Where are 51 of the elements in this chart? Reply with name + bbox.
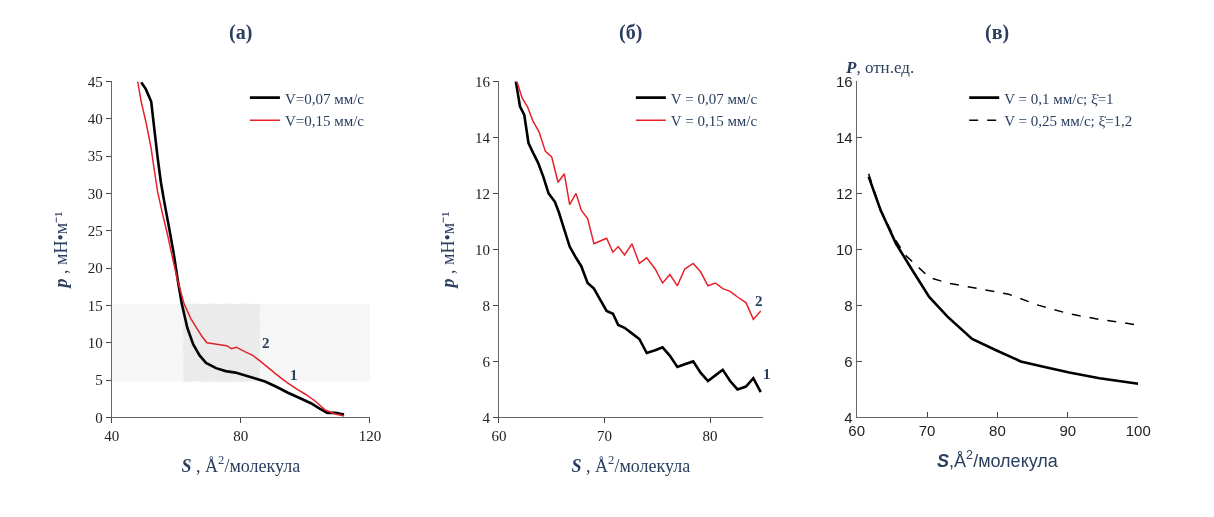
y-tick-label: 14 bbox=[474, 129, 491, 146]
y-tick-label: 10 bbox=[474, 241, 490, 258]
x-tick-label: 120 bbox=[358, 428, 382, 445]
x-tick-label: 100 bbox=[1125, 422, 1151, 440]
y-tick-label: 6 bbox=[482, 353, 491, 370]
chart-title: (в) bbox=[985, 21, 1010, 44]
line-series bbox=[516, 81, 762, 321]
legend-label: V = 0,07 мм/с bbox=[670, 90, 758, 107]
y-axis-title: p , мН•м⁻¹ bbox=[438, 211, 459, 290]
chart-title: (б) bbox=[619, 21, 643, 44]
y-tick-label: 45 bbox=[87, 73, 103, 90]
y-tick-label: 20 bbox=[87, 260, 103, 277]
y-tick-label: 35 bbox=[87, 148, 103, 165]
legend-label: V = 0,1 мм/с; ξ̇=1 bbox=[1004, 90, 1114, 107]
legend-label: V=0,15 мм/с bbox=[284, 113, 365, 129]
annotation: 1 bbox=[290, 367, 298, 383]
x-tick-label: 80 bbox=[233, 428, 249, 445]
x-tick-label: 80 bbox=[702, 428, 718, 445]
x-tick-label: 80 bbox=[989, 422, 1006, 440]
y-tick-label: 0 bbox=[95, 409, 103, 426]
y-tick-label: 16 bbox=[474, 73, 491, 90]
annotation: 1 bbox=[763, 366, 771, 382]
chart-title: (а) bbox=[229, 21, 253, 44]
y-tick-label: 40 bbox=[87, 110, 103, 127]
x-tick-label: 70 bbox=[597, 428, 612, 445]
x-axis-title: S , Å$^{2}$/молекула bbox=[181, 452, 301, 476]
annotation: 2 bbox=[755, 293, 763, 309]
y-tick-label: 10 bbox=[87, 334, 103, 351]
y-tick-label: 15 bbox=[87, 297, 103, 314]
legend-label: V = 0,15 мм/с bbox=[670, 113, 758, 129]
y-tick-label: 8 bbox=[844, 296, 853, 314]
y-tick-label: 10 bbox=[836, 240, 853, 258]
y-tick-label: 14 bbox=[836, 128, 853, 146]
x-tick-label: 90 bbox=[1059, 422, 1077, 440]
x-axis-title: S , Å$^{2}$/молекула bbox=[571, 452, 691, 476]
y-tick-label: 5 bbox=[95, 372, 103, 389]
x-tick-label: 70 bbox=[918, 422, 936, 440]
y-tick-label: 30 bbox=[87, 185, 103, 202]
annotation: 2 bbox=[262, 335, 270, 351]
y-tick-label: 8 bbox=[482, 297, 490, 314]
y-tick-label: 6 bbox=[844, 352, 853, 370]
x-axis-title: S,Å$^{2}$/молекула bbox=[937, 447, 1059, 471]
y-tick-label: 12 bbox=[836, 184, 853, 202]
legend-label: V = 0,25 мм/с; ξ̇=1,2 bbox=[1004, 113, 1133, 129]
y-tick-label: 4 bbox=[482, 409, 491, 426]
line-series bbox=[514, 81, 763, 394]
legend-label: V=0,07 мм/с bbox=[284, 90, 365, 107]
y-tick-label: 25 bbox=[87, 222, 103, 239]
y-tick-label: 12 bbox=[474, 185, 490, 202]
y-axis-title: p , мН•м⁻¹ bbox=[51, 211, 72, 290]
x-tick-label: 60 bbox=[491, 428, 507, 445]
